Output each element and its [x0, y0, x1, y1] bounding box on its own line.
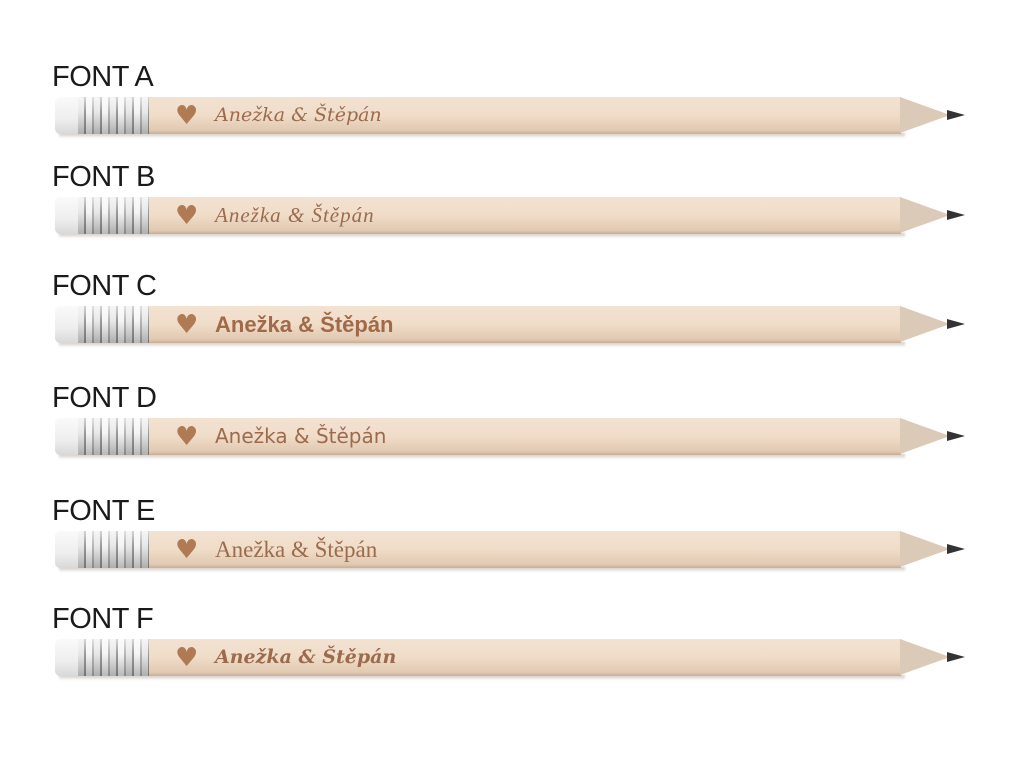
heart-icon: ♥ — [175, 201, 199, 231]
pencil-body — [149, 531, 901, 568]
heart-icon: ♥ — [175, 310, 199, 340]
engraved-text: Anežka & Štěpán — [215, 424, 387, 448]
eraser — [55, 531, 79, 568]
font-label: FONT D — [52, 382, 157, 414]
ferrule — [78, 639, 149, 676]
engraved-text: Anežka & Štěpán — [215, 537, 378, 562]
engraved-text: Anežka & Štěpán — [215, 203, 375, 227]
eraser — [55, 197, 79, 234]
eraser — [55, 639, 79, 676]
engraved-text: Anežka & Štěpán — [215, 312, 394, 337]
pencil-tip — [900, 418, 950, 454]
pencil-image: ♥ Anežka & Štěpán — [55, 418, 965, 459]
pencil-image: ♥ Anežka & Štěpán — [55, 639, 965, 680]
eraser — [55, 418, 79, 455]
heart-icon: ♥ — [175, 535, 199, 565]
pencil-lead — [947, 431, 965, 441]
pencil-lead — [947, 110, 965, 120]
pencil-tip — [900, 306, 950, 342]
font-label: FONT C — [52, 270, 157, 302]
pencil-shadow — [59, 454, 905, 459]
engraved-text: Anežka & Štěpán — [215, 104, 382, 126]
eraser — [55, 306, 79, 343]
pencil-body — [149, 418, 901, 455]
pencil-image: ♥ Anežka & Štěpán — [55, 97, 965, 138]
pencil-lead — [947, 652, 965, 662]
font-label: FONT F — [52, 603, 154, 635]
pencil-tip — [900, 197, 950, 233]
ferrule — [78, 97, 149, 134]
pencil-body — [149, 639, 901, 676]
ferrule — [78, 531, 149, 568]
pencil-shadow — [59, 675, 905, 680]
pencil-image: ♥ Anežka & Štěpán — [55, 306, 965, 347]
font-label: FONT B — [52, 161, 155, 193]
pencil-body — [149, 197, 901, 234]
pencil-tip — [900, 531, 950, 567]
pencil-tip — [900, 97, 950, 133]
pencil-shadow — [59, 233, 905, 238]
ferrule — [78, 418, 149, 455]
heart-icon: ♥ — [175, 643, 199, 673]
pencil-body — [149, 306, 901, 343]
ferrule — [78, 306, 149, 343]
engraved-text: Anežka & Štěpán — [215, 646, 397, 668]
pencil-lead — [947, 544, 965, 554]
heart-icon: ♥ — [175, 101, 199, 131]
heart-icon: ♥ — [175, 422, 199, 452]
pencil-body — [149, 97, 901, 134]
pencil-lead — [947, 319, 965, 329]
pencil-image: ♥ Anežka & Štěpán — [55, 197, 965, 238]
eraser — [55, 97, 79, 134]
font-label: FONT E — [52, 495, 155, 527]
pencil-image: ♥ Anežka & Štěpán — [55, 531, 965, 572]
pencil-shadow — [59, 342, 905, 347]
pencil-lead — [947, 210, 965, 220]
pencil-tip — [900, 639, 950, 675]
pencil-shadow — [59, 133, 905, 138]
ferrule — [78, 197, 149, 234]
pencil-shadow — [59, 567, 905, 572]
font-label: FONT A — [52, 61, 154, 93]
